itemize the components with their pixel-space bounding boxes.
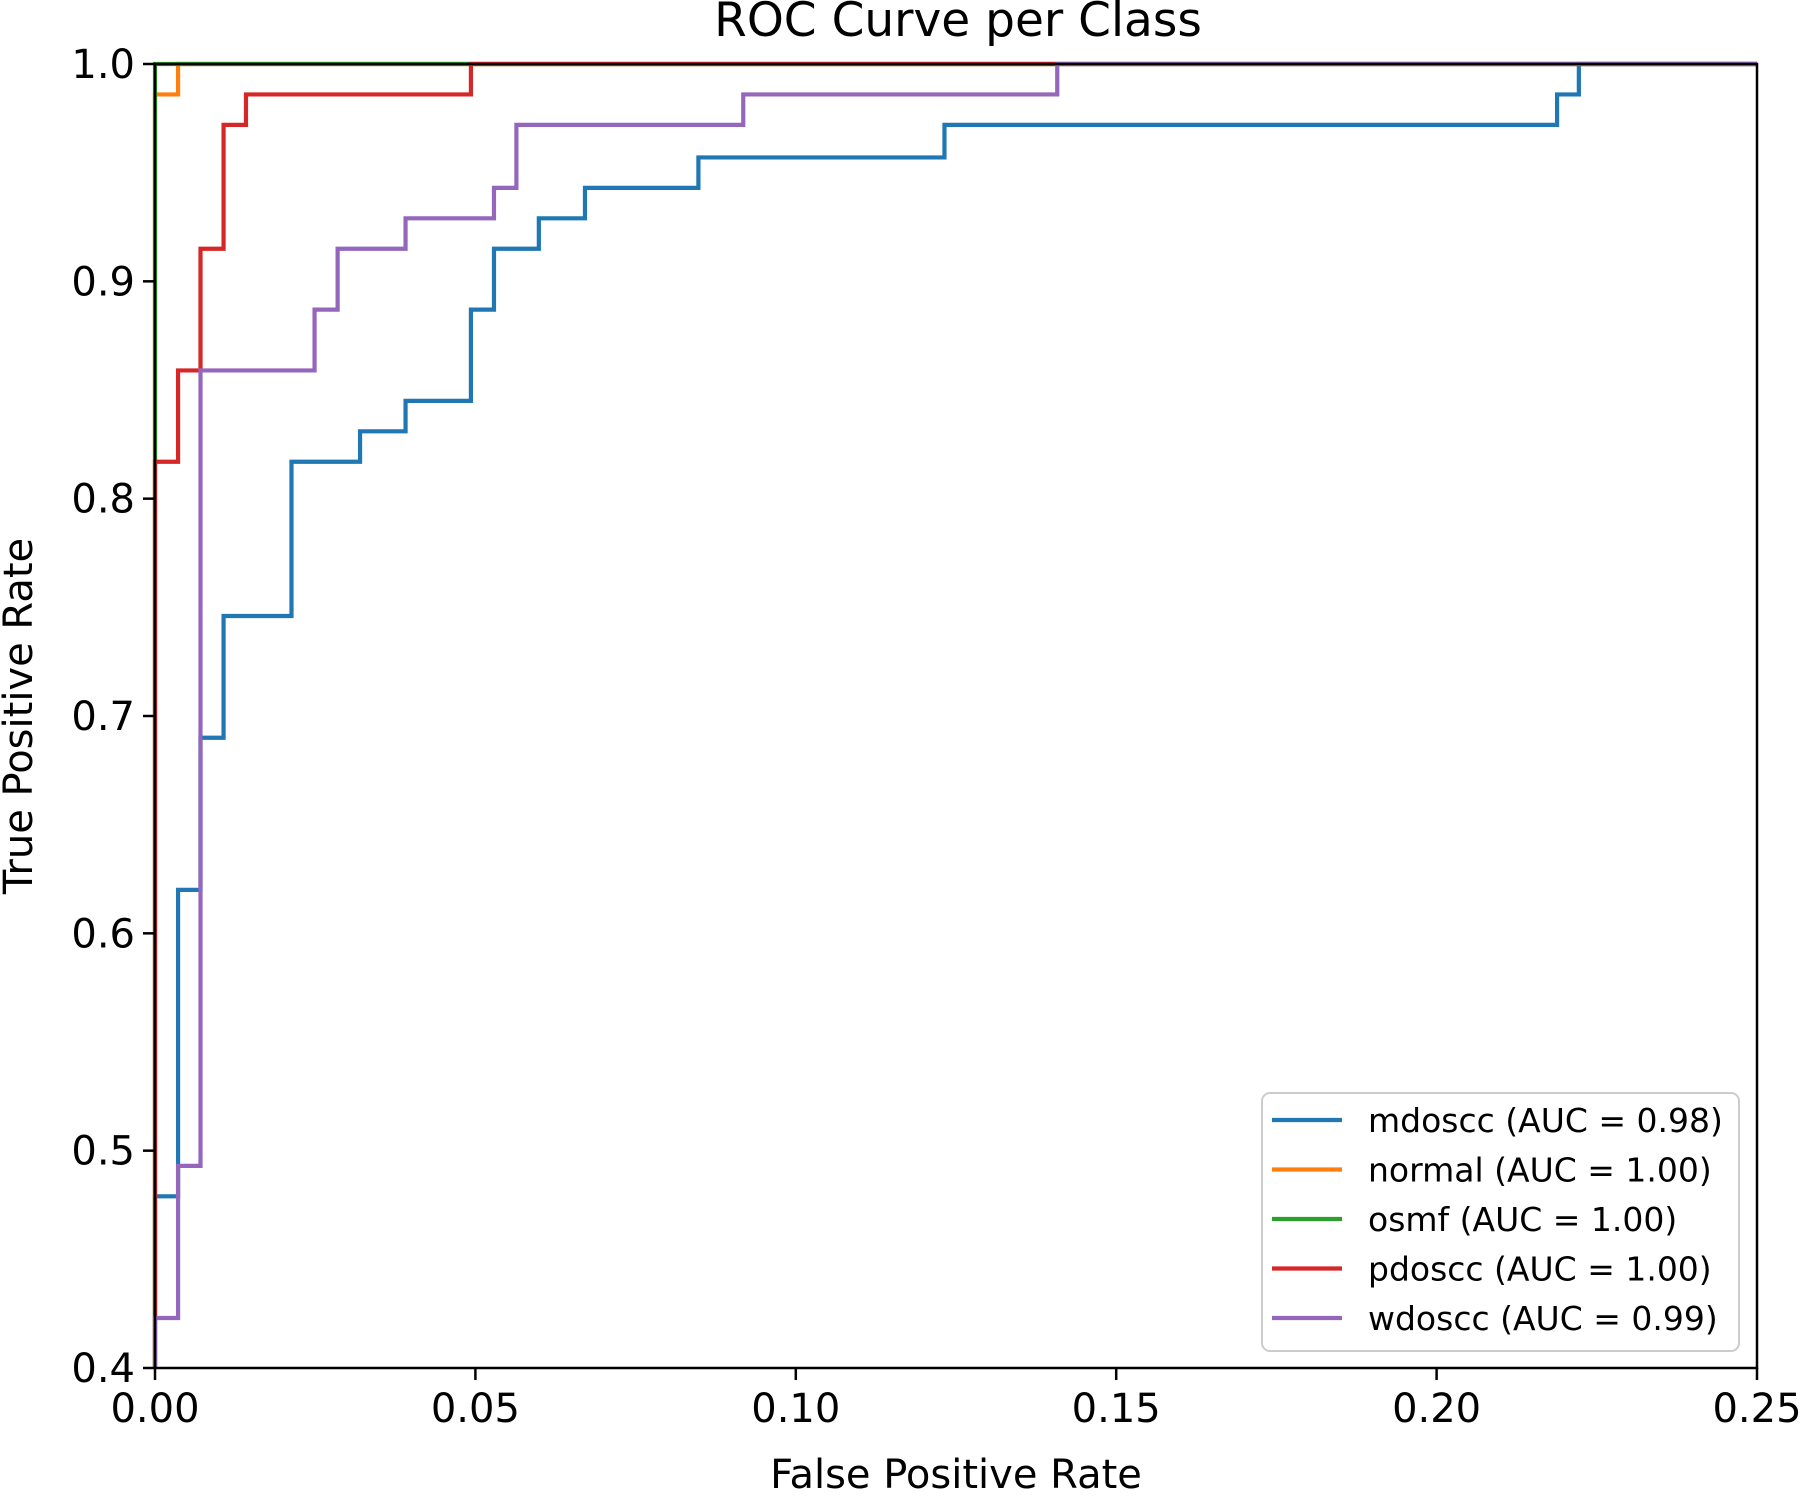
legend-box (1261, 1092, 1740, 1352)
y-axis-label: True Positive Rate (0, 538, 42, 895)
x-tick-label-4: 0.20 (1392, 1386, 1481, 1432)
x-tick-label-1: 0.05 (431, 1386, 520, 1432)
y-tick-label-4: 0.8 (71, 477, 135, 523)
legend: mdoscc (AUC = 0.98) normal (AUC = 1.00) os… (1261, 1092, 1740, 1352)
y-tick-label-3: 0.7 (71, 694, 135, 740)
y-tick-label-1: 0.5 (71, 1129, 135, 1175)
legend-label-0: mdoscc (AUC = 0.98) (1368, 1101, 1723, 1140)
y-axis: 0.4 0.5 0.6 0.7 0.8 0.9 1.0 (71, 42, 155, 1392)
x-tick-label-5: 0.25 (1712, 1386, 1800, 1432)
legend-label-3: pdoscc (AUC = 1.00) (1368, 1250, 1712, 1289)
x-tick-label-2: 0.10 (751, 1386, 840, 1432)
series-line-3 (152, 61, 1757, 1368)
y-tick-label-6: 1.0 (71, 42, 135, 88)
y-tick-label-5: 0.9 (71, 259, 135, 305)
x-tick-label-0: 0.00 (110, 1386, 199, 1432)
x-axis: 0.00 0.05 0.10 0.15 0.20 0.25 (110, 1368, 1800, 1432)
legend-label-1: normal (AUC = 1.00) (1368, 1151, 1712, 1190)
y-tick-label-2: 0.6 (71, 911, 135, 957)
x-axis-label: False Positive Rate (770, 1452, 1142, 1496)
x-tick-label-3: 0.15 (1072, 1386, 1161, 1432)
y-tick-label-0: 0.4 (71, 1346, 135, 1392)
chart-title: ROC Curve per Class (714, 0, 1202, 48)
legend-label-4: wdoscc (AUC = 0.99) (1368, 1299, 1718, 1338)
legend-label-2: osmf (AUC = 1.00) (1368, 1200, 1677, 1239)
series-line-4 (152, 61, 1757, 1368)
